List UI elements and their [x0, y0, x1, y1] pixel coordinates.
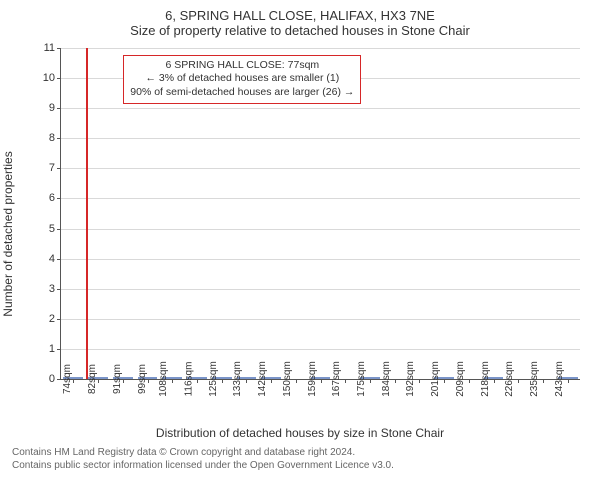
x-tick-label: 175sqm: [352, 361, 367, 397]
marker-line: [86, 48, 88, 379]
annotation-line2: ← 3% of detached houses are smaller (1): [130, 72, 354, 86]
x-tick-label: 108sqm: [154, 361, 169, 397]
x-tick-label: 116sqm: [180, 362, 195, 397]
footer-attribution: Contains HM Land Registry data © Crown c…: [12, 446, 588, 472]
x-tick-label: 125sqm: [204, 361, 219, 397]
chart-area: Number of detached properties 74sqm82sqm…: [12, 44, 588, 424]
x-tick-label: 226sqm: [501, 361, 516, 397]
x-tick-label: 243sqm: [550, 361, 565, 397]
x-tick-label: 99sqm: [133, 364, 148, 394]
x-tick-label: 192sqm: [402, 361, 417, 397]
x-tick-label: 91sqm: [108, 364, 123, 394]
footer-line2: Contains public sector information licen…: [12, 459, 588, 472]
x-axis-label: Distribution of detached houses by size …: [12, 426, 588, 440]
x-tick-label: 218sqm: [476, 361, 491, 397]
bar-slot: 243sqm: [555, 377, 580, 379]
annotation-line1: 6 SPRING HALL CLOSE: 77sqm: [130, 59, 354, 73]
plot-area: 74sqm82sqm91sqm99sqm108sqm116sqm125sqm13…: [60, 48, 580, 380]
x-tick-label: 201sqm: [426, 361, 441, 397]
x-tick-label: 209sqm: [451, 361, 466, 397]
footer-line1: Contains HM Land Registry data © Crown c…: [12, 446, 588, 459]
x-tick-label: 142sqm: [253, 361, 268, 397]
y-axis-label: Number of detached properties: [1, 151, 15, 316]
x-tick-label: 184sqm: [377, 361, 392, 397]
bar-slot: 82sqm: [86, 377, 111, 379]
x-tick-label: 133sqm: [229, 361, 244, 397]
annotation-box: 6 SPRING HALL CLOSE: 77sqm← 3% of detach…: [123, 55, 361, 104]
title-address: 6, SPRING HALL CLOSE, HALIFAX, HX3 7NE: [12, 8, 588, 23]
bar-slot: 91sqm: [110, 377, 135, 379]
x-tick-label: 159sqm: [303, 361, 318, 397]
x-tick-label: 150sqm: [278, 361, 293, 397]
annotation-line3: 90% of semi-detached houses are larger (…: [130, 86, 354, 100]
title-subtitle: Size of property relative to detached ho…: [12, 23, 588, 38]
x-tick-label: 167sqm: [327, 361, 342, 397]
x-tick-label: 235sqm: [525, 361, 540, 397]
chart-container: 6, SPRING HALL CLOSE, HALIFAX, HX3 7NE S…: [0, 0, 600, 500]
